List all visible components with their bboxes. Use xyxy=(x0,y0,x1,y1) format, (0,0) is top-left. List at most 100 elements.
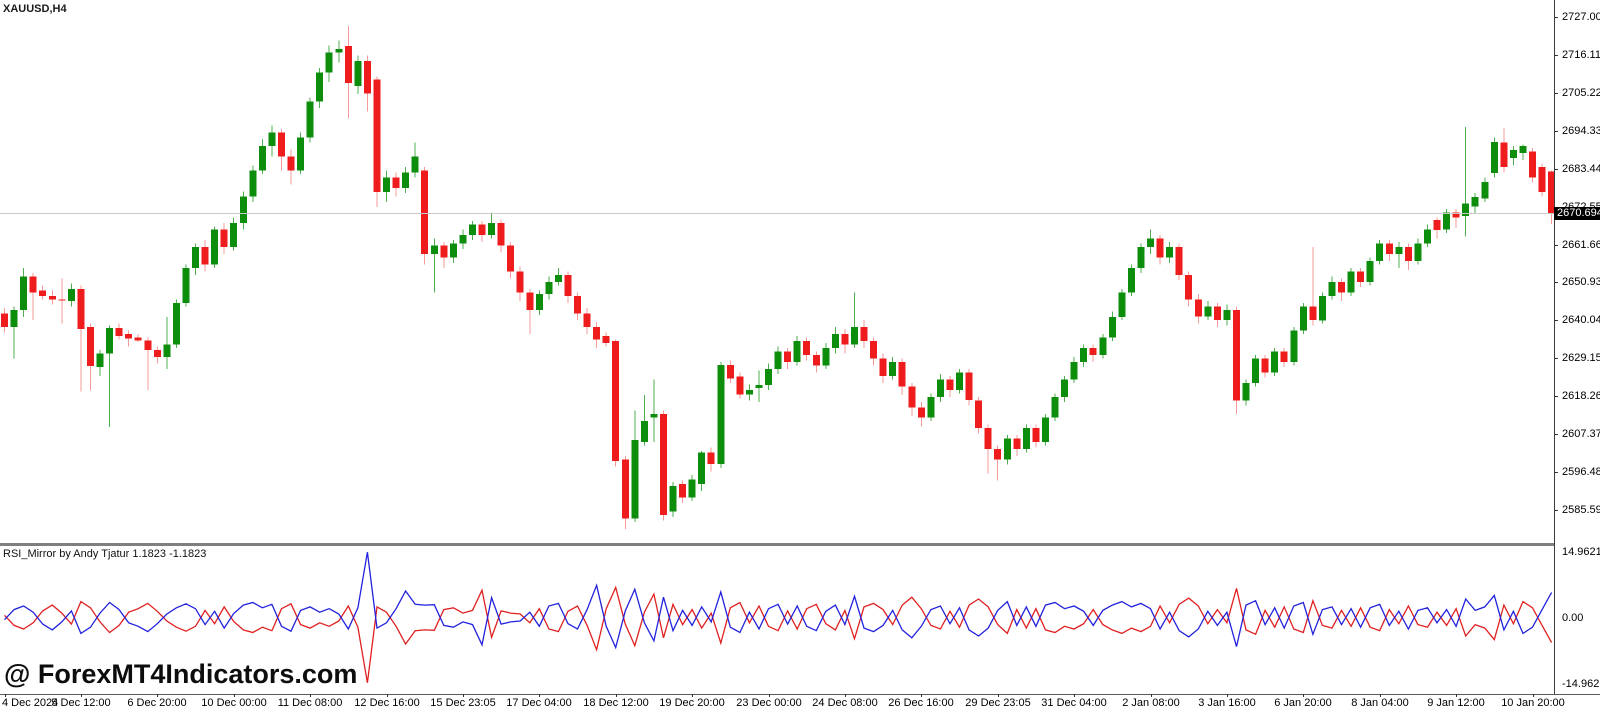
candle-body-up xyxy=(1347,271,1355,293)
time-axis-label: 4 Dec 2024 xyxy=(2,697,59,709)
candle-body-up xyxy=(459,235,467,244)
candle-body-up xyxy=(1022,428,1030,449)
candle-body-down xyxy=(1261,358,1269,373)
price-axis-tick xyxy=(1554,169,1558,170)
candle-body-down xyxy=(879,358,887,376)
candle-body-up xyxy=(1041,417,1049,443)
candle-body-up xyxy=(1318,295,1326,321)
candle-body-up xyxy=(67,288,75,302)
time-axis-tick xyxy=(1303,694,1304,697)
candle-body-down xyxy=(812,355,820,366)
candle-body-up xyxy=(268,132,276,147)
candle-body-up xyxy=(774,351,782,369)
candle-body-down xyxy=(48,295,56,300)
candle-body-up xyxy=(1118,292,1126,317)
candle-body-up xyxy=(822,348,830,366)
candle-body-up xyxy=(96,353,104,368)
time-axis-tick xyxy=(539,694,540,697)
time-axis-label: 10 Dec 00:00 xyxy=(201,697,267,709)
candle-body-down xyxy=(1185,275,1193,300)
time-axis-tick xyxy=(463,694,464,697)
time-axis-label: 15 Dec 23:05 xyxy=(430,697,496,709)
candle-body-down xyxy=(220,229,228,248)
candle-body-down xyxy=(1500,142,1508,168)
candle-body-up xyxy=(306,101,314,138)
candle-body-down xyxy=(144,340,152,350)
candle-body-up xyxy=(1481,182,1489,199)
current-price-badge: 2670.694 xyxy=(1554,207,1600,220)
time-axis-tick xyxy=(692,694,693,697)
candle-body-down xyxy=(421,170,429,255)
candle-body-up xyxy=(211,229,219,265)
candle-body-up xyxy=(1099,337,1107,355)
candle-body-up xyxy=(20,276,28,310)
candle-body-up xyxy=(163,344,171,357)
candle-body-up xyxy=(1051,396,1059,418)
price-axis-label: 2683.440 xyxy=(1562,163,1600,175)
time-axis-label: 5 Dec 12:00 xyxy=(51,697,111,709)
candle-body-down xyxy=(574,295,581,314)
candle-body-down xyxy=(287,156,295,171)
candle-body-up xyxy=(535,294,543,310)
candle-body-up xyxy=(698,452,706,484)
candle-body-up xyxy=(640,421,648,443)
candle-body-up xyxy=(1003,438,1011,460)
candle-body-up xyxy=(325,52,333,73)
price-axis[interactable]: 2727.000 2716.110 2705.220 2694.330 2683.440… xyxy=(1554,0,1600,694)
candle-body-up xyxy=(1137,247,1145,268)
rsi-mirror-chart xyxy=(4,552,1553,683)
price-axis-line xyxy=(1554,0,1555,694)
candle-body-up xyxy=(1366,261,1374,282)
candle-body-up xyxy=(1127,268,1135,293)
candle-body-up xyxy=(1328,281,1336,296)
candle-body-up xyxy=(1376,243,1384,262)
indicator-axis-zero-label: 0.00 xyxy=(1562,612,1584,624)
candle-body-up xyxy=(402,172,410,188)
price-axis-label: 2640.045 xyxy=(1562,314,1600,326)
candle-body-down xyxy=(153,349,161,357)
indicator-pane[interactable] xyxy=(0,546,1554,694)
candle-body-down xyxy=(898,362,906,387)
candle-body-up xyxy=(1070,362,1078,380)
candle-body-up xyxy=(717,364,725,464)
candle-body-down xyxy=(344,45,352,83)
candle-body-down xyxy=(612,341,620,462)
time-axis-label: 2 Jan 08:00 xyxy=(1122,697,1180,709)
candle-body-up xyxy=(545,281,553,295)
candle-body-down xyxy=(602,335,610,343)
time-axis-label: 3 Jan 16:00 xyxy=(1198,697,1256,709)
candle-body-up xyxy=(449,243,457,258)
candle-body-down xyxy=(29,276,37,293)
time-axis[interactable]: 4 Dec 2024 5 Dec 12:00 6 Dec 20:00 10 Dec 0… xyxy=(0,694,1600,712)
candle-body-down xyxy=(1404,247,1412,261)
candle-body-up xyxy=(745,389,753,395)
candle-body-down xyxy=(1156,238,1164,258)
price-axis-tick xyxy=(1554,17,1558,18)
time-axis-label: 17 Dec 04:00 xyxy=(506,697,572,709)
price-axis-label: 2607.375 xyxy=(1562,428,1600,440)
price-axis-tick xyxy=(1554,510,1558,511)
candle-body-down xyxy=(1232,309,1240,401)
candle-body-up xyxy=(1271,351,1279,373)
candle-body-up xyxy=(793,341,801,362)
candle-body-up xyxy=(468,224,476,235)
candle-body-up xyxy=(1395,247,1403,255)
time-axis-label: 9 Jan 12:00 xyxy=(1427,697,1485,709)
price-axis-label: 2661.660 xyxy=(1562,239,1600,251)
time-axis-label: 11 Dec 08:00 xyxy=(277,697,343,709)
candle-body-up xyxy=(258,146,266,171)
time-axis-label: 26 Dec 16:00 xyxy=(888,697,954,709)
candle-body-down xyxy=(984,428,992,449)
pane-separator[interactable] xyxy=(0,543,1554,546)
price-chart-pane[interactable] xyxy=(0,0,1554,543)
candle-body-up xyxy=(249,170,257,197)
candle-body-down xyxy=(659,414,667,516)
price-axis-tick xyxy=(1554,434,1558,435)
price-axis-label: 2650.935 xyxy=(1562,276,1600,288)
price-axis-tick xyxy=(1554,396,1558,397)
candle-body-down xyxy=(507,245,515,272)
time-axis-label: 8 Jan 04:00 xyxy=(1351,697,1409,709)
price-axis-label: 2596.485 xyxy=(1562,466,1600,478)
candle-body-up xyxy=(383,177,390,192)
